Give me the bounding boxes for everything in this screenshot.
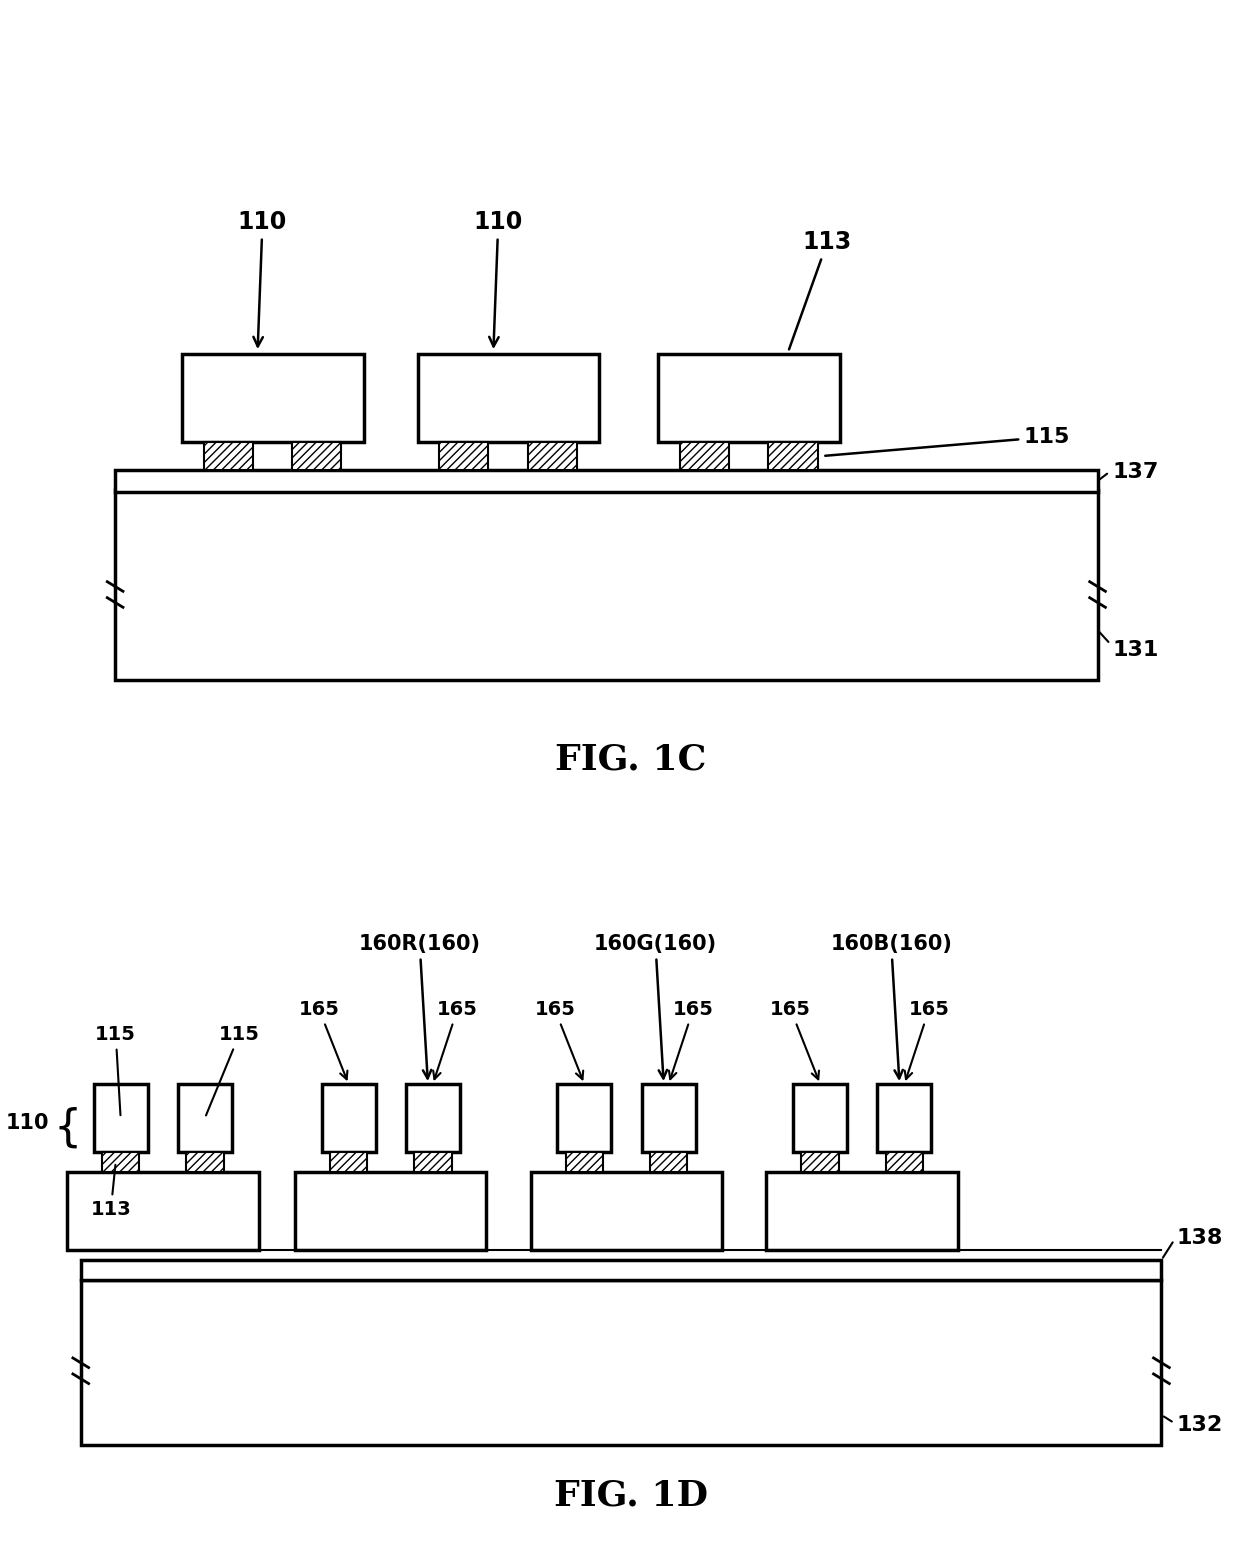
Text: 160G(160): 160G(160) xyxy=(594,935,717,1079)
Text: {: { xyxy=(53,1107,82,1150)
Text: 165: 165 xyxy=(534,1000,583,1079)
Bar xyxy=(641,1083,696,1152)
Text: 165: 165 xyxy=(433,1000,477,1079)
Text: 138: 138 xyxy=(1177,1228,1223,1248)
Bar xyxy=(177,1083,232,1152)
Text: 110: 110 xyxy=(238,209,288,347)
Text: FIG. 1D: FIG. 1D xyxy=(554,1479,708,1511)
Bar xyxy=(321,1083,376,1152)
Bar xyxy=(565,1152,603,1172)
Text: 165: 165 xyxy=(668,1000,714,1079)
Bar xyxy=(885,1152,923,1172)
Text: 113: 113 xyxy=(91,1164,131,1218)
Text: 113: 113 xyxy=(789,229,852,349)
Text: 115: 115 xyxy=(206,1025,259,1116)
Bar xyxy=(330,1152,367,1172)
Bar xyxy=(291,442,341,470)
Text: 165: 165 xyxy=(770,1000,818,1079)
Bar xyxy=(794,1083,847,1152)
Bar xyxy=(531,1172,722,1249)
Text: 132: 132 xyxy=(1177,1415,1223,1435)
Bar xyxy=(115,470,1097,491)
Bar xyxy=(658,353,841,442)
Bar xyxy=(81,1280,1162,1445)
Bar xyxy=(295,1172,486,1249)
Bar xyxy=(801,1152,838,1172)
Text: 165: 165 xyxy=(299,1000,347,1079)
Bar xyxy=(182,353,363,442)
Text: 160R(160): 160R(160) xyxy=(358,935,481,1079)
Text: 110: 110 xyxy=(6,1113,50,1133)
Bar xyxy=(405,1083,460,1152)
Bar xyxy=(93,1083,148,1152)
Bar xyxy=(102,1152,139,1172)
Bar xyxy=(115,490,1097,680)
Bar xyxy=(418,353,599,442)
Bar xyxy=(528,442,577,470)
Bar xyxy=(557,1083,611,1152)
Bar xyxy=(878,1083,931,1152)
Bar xyxy=(81,1260,1162,1280)
Bar xyxy=(766,1172,959,1249)
Text: 160B(160): 160B(160) xyxy=(831,935,952,1079)
Bar xyxy=(680,442,729,470)
Bar xyxy=(203,442,253,470)
Bar xyxy=(439,442,489,470)
Text: 165: 165 xyxy=(905,1000,950,1079)
Text: 115: 115 xyxy=(826,426,1070,456)
Bar xyxy=(67,1172,259,1249)
Text: 131: 131 xyxy=(1112,640,1158,660)
Text: 115: 115 xyxy=(95,1025,136,1116)
Bar xyxy=(650,1152,687,1172)
Text: 137: 137 xyxy=(1112,462,1158,482)
Text: FIG. 1C: FIG. 1C xyxy=(556,742,707,777)
Bar xyxy=(414,1152,451,1172)
Text: 110: 110 xyxy=(474,209,523,347)
Bar xyxy=(186,1152,223,1172)
Bar xyxy=(769,442,817,470)
